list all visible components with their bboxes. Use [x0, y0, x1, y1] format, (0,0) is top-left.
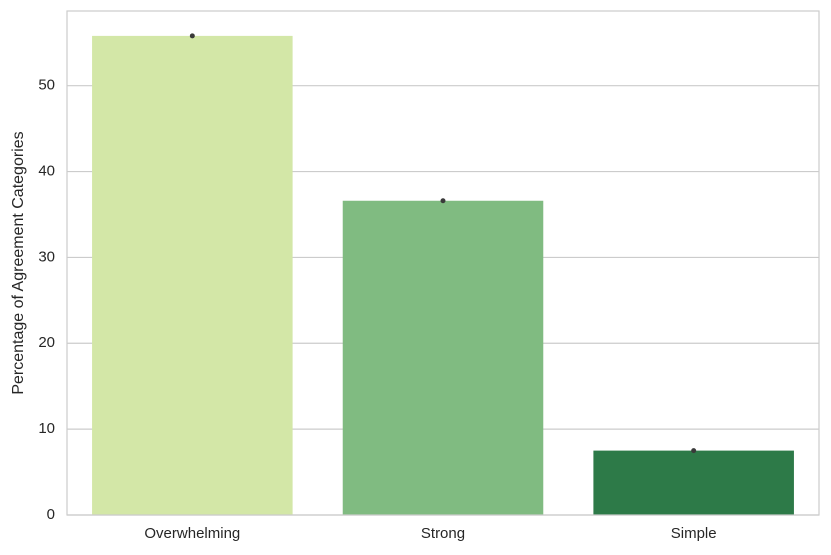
- y-tick-label: 0: [47, 506, 55, 523]
- y-tick-label: 30: [38, 248, 55, 265]
- point-marker: [189, 33, 195, 39]
- x-tick-label: Overwhelming: [144, 525, 240, 542]
- y-tick-label: 50: [38, 77, 55, 94]
- y-axis-label: Percentage of Agreement Categories: [10, 131, 27, 394]
- y-tick-label: 40: [38, 163, 55, 180]
- bar: [92, 35, 293, 516]
- bar: [593, 450, 794, 515]
- point-marker: [440, 198, 446, 204]
- x-tick-label: Simple: [671, 525, 717, 542]
- y-tick-label: 20: [38, 334, 55, 351]
- y-tick-label: 10: [38, 420, 55, 437]
- point-marker: [691, 448, 697, 454]
- x-tick-label: Strong: [421, 525, 465, 542]
- bar: [342, 200, 544, 515]
- plot-frame: [66, 10, 820, 516]
